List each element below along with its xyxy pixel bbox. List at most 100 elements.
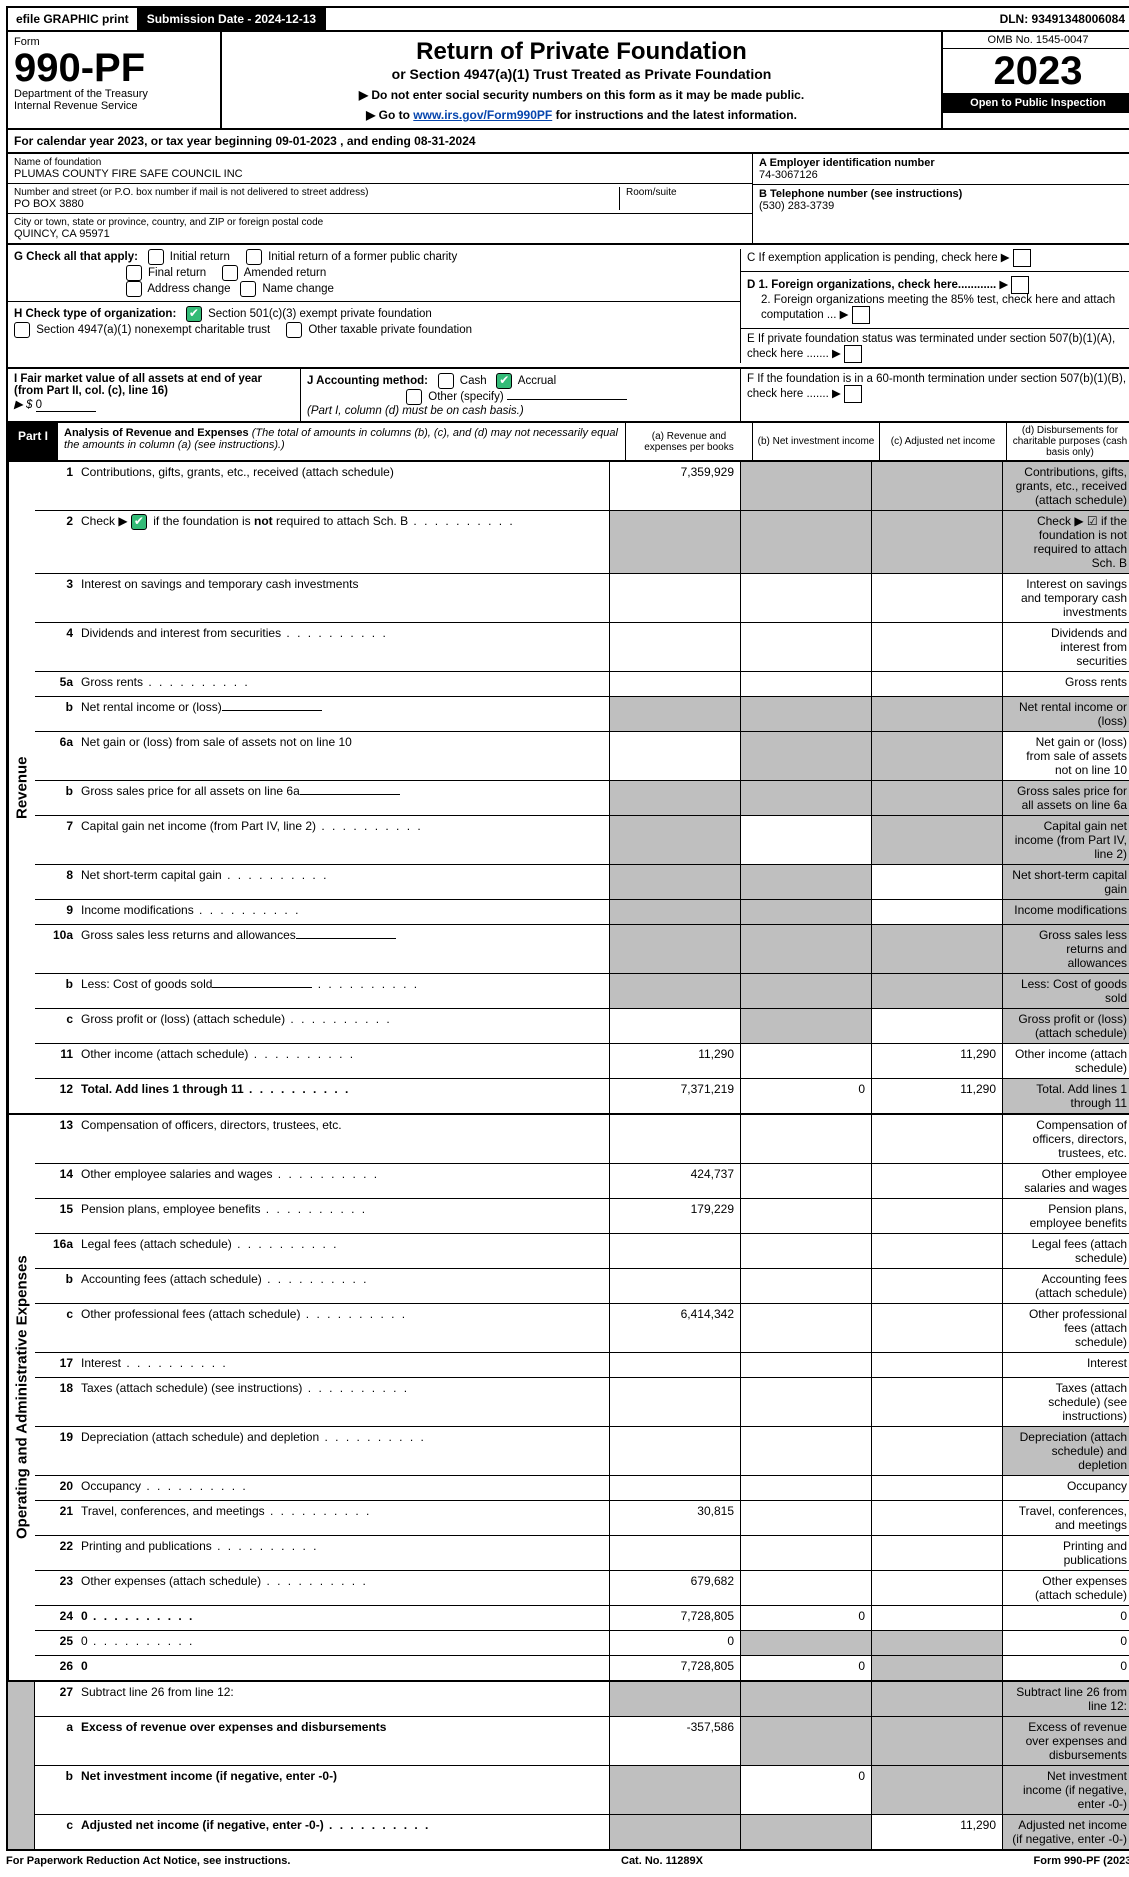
cell-c bbox=[871, 1269, 1002, 1303]
cell-b bbox=[740, 1631, 871, 1655]
cb-other-taxable[interactable] bbox=[286, 322, 302, 338]
cell-b bbox=[740, 1378, 871, 1426]
note-goto-post: for instructions and the latest informat… bbox=[552, 108, 797, 122]
i-prefix: ▶ $ bbox=[14, 399, 32, 411]
table-row: 25000 bbox=[35, 1630, 1129, 1655]
cell-c bbox=[871, 974, 1002, 1008]
cell-b bbox=[740, 623, 871, 671]
col-c-header: (c) Adjusted net income bbox=[879, 423, 1006, 460]
cb-other-method[interactable] bbox=[406, 389, 422, 405]
cell-d: Gross sales price for all assets on line… bbox=[1002, 781, 1129, 815]
row-description: Taxes (attach schedule) (see instruction… bbox=[77, 1378, 609, 1426]
foundation-address: PO BOX 3880 bbox=[14, 198, 619, 210]
cell-b bbox=[740, 1269, 871, 1303]
cb-address-change[interactable] bbox=[126, 281, 142, 297]
cell-c bbox=[871, 1571, 1002, 1605]
cb-c[interactable] bbox=[1013, 249, 1031, 267]
cell-d: Contributions, gifts, grants, etc., rece… bbox=[1002, 462, 1129, 510]
cell-c bbox=[871, 623, 1002, 671]
page-footer: For Paperwork Reduction Act Notice, see … bbox=[6, 1851, 1129, 1871]
cell-a bbox=[609, 865, 740, 899]
row-number: 27 bbox=[35, 1682, 77, 1716]
cell-c bbox=[871, 732, 1002, 780]
cb-e[interactable] bbox=[844, 345, 862, 363]
table-row: 22Printing and publicationsPrinting and … bbox=[35, 1535, 1129, 1570]
note-ssn: ▶ Do not enter social security numbers o… bbox=[228, 88, 935, 102]
expenses-side-label: Operating and Administrative Expenses bbox=[8, 1115, 35, 1680]
row-number: c bbox=[35, 1304, 77, 1352]
cell-c bbox=[871, 925, 1002, 973]
row-description: Contributions, gifts, grants, etc., rece… bbox=[77, 462, 609, 510]
cell-a: 11,290 bbox=[609, 1044, 740, 1078]
cb-final-return[interactable] bbox=[126, 265, 142, 281]
cell-a bbox=[609, 974, 740, 1008]
cell-d: Travel, conferences, and meetings bbox=[1002, 1501, 1129, 1535]
irs-link[interactable]: www.irs.gov/Form990PF bbox=[413, 108, 552, 122]
part-i-title: Analysis of Revenue and Expenses bbox=[64, 427, 249, 439]
cell-c bbox=[871, 462, 1002, 510]
cb-4947a1[interactable] bbox=[14, 322, 30, 338]
cell-a bbox=[609, 1234, 740, 1268]
cb-sch-b[interactable]: ✔ bbox=[131, 514, 147, 530]
cb-d2[interactable] bbox=[852, 306, 870, 324]
table-row: cOther professional fees (attach schedul… bbox=[35, 1303, 1129, 1352]
cell-c bbox=[871, 1427, 1002, 1475]
form-subtitle: or Section 4947(a)(1) Trust Treated as P… bbox=[228, 66, 935, 82]
cb-accrual[interactable]: ✔ bbox=[496, 373, 512, 389]
cell-a bbox=[609, 672, 740, 696]
table-row: bAccounting fees (attach schedule)Accoun… bbox=[35, 1268, 1129, 1303]
cb-501c3[interactable]: ✔ bbox=[186, 306, 202, 322]
cb-initial-former[interactable] bbox=[246, 249, 262, 265]
cell-b bbox=[740, 1717, 871, 1765]
table-row: cGross profit or (loss) (attach schedule… bbox=[35, 1008, 1129, 1043]
cell-d: Gross profit or (loss) (attach schedule) bbox=[1002, 1009, 1129, 1043]
cell-a bbox=[609, 781, 740, 815]
cell-a bbox=[609, 1009, 740, 1043]
cell-d: Taxes (attach schedule) (see instruction… bbox=[1002, 1378, 1129, 1426]
table-row: 19Depreciation (attach schedule) and dep… bbox=[35, 1426, 1129, 1475]
cell-a bbox=[609, 1815, 740, 1849]
table-row: 1Contributions, gifts, grants, etc., rec… bbox=[35, 462, 1129, 510]
cell-b bbox=[740, 697, 871, 731]
row-number: 1 bbox=[35, 462, 77, 510]
cell-b bbox=[740, 511, 871, 573]
table-row: 4Dividends and interest from securitiesD… bbox=[35, 622, 1129, 671]
cell-c bbox=[871, 1234, 1002, 1268]
cell-c bbox=[871, 1199, 1002, 1233]
row-description: Net rental income or (loss) bbox=[77, 697, 609, 731]
cb-initial-return[interactable] bbox=[148, 249, 164, 265]
cell-d: Gross rents bbox=[1002, 672, 1129, 696]
row-description: Other income (attach schedule) bbox=[77, 1044, 609, 1078]
cb-f[interactable] bbox=[844, 385, 862, 403]
expenses-section: Operating and Administrative Expenses 13… bbox=[6, 1115, 1129, 1682]
revenue-section: Revenue 1Contributions, gifts, grants, e… bbox=[6, 462, 1129, 1115]
g-opt-3: Initial return of a former public charit… bbox=[268, 251, 457, 263]
cell-d: 0 bbox=[1002, 1656, 1129, 1680]
row-description: Interest on savings and temporary cash i… bbox=[77, 574, 609, 622]
cell-a: 6,414,342 bbox=[609, 1304, 740, 1352]
top-bar: efile GRAPHIC print Submission Date - 20… bbox=[6, 6, 1129, 32]
cell-b: 0 bbox=[740, 1606, 871, 1630]
dln-label: DLN: 93491348006084 bbox=[992, 8, 1129, 30]
name-label: Name of foundation bbox=[14, 157, 746, 168]
row-number: 21 bbox=[35, 1501, 77, 1535]
cell-d: Dividends and interest from securities bbox=[1002, 623, 1129, 671]
row-number: a bbox=[35, 1717, 77, 1765]
row-description: Subtract line 26 from line 12: bbox=[77, 1682, 609, 1716]
cell-a: 679,682 bbox=[609, 1571, 740, 1605]
cell-b bbox=[740, 1234, 871, 1268]
row-description: Other employee salaries and wages bbox=[77, 1164, 609, 1198]
cell-d: Legal fees (attach schedule) bbox=[1002, 1234, 1129, 1268]
cell-c: 11,290 bbox=[871, 1815, 1002, 1849]
cell-c bbox=[871, 1682, 1002, 1716]
cell-c bbox=[871, 1501, 1002, 1535]
cell-c bbox=[871, 865, 1002, 899]
table-row: 12Total. Add lines 1 through 117,371,219… bbox=[35, 1078, 1129, 1113]
cb-name-change[interactable] bbox=[240, 281, 256, 297]
open-inspection: Open to Public Inspection bbox=[943, 93, 1129, 113]
cb-cash[interactable] bbox=[438, 373, 454, 389]
cb-d1[interactable] bbox=[1011, 276, 1029, 294]
cb-amended-return[interactable] bbox=[222, 265, 238, 281]
col-b-header: (b) Net investment income bbox=[752, 423, 879, 460]
cell-d: 0 bbox=[1002, 1606, 1129, 1630]
